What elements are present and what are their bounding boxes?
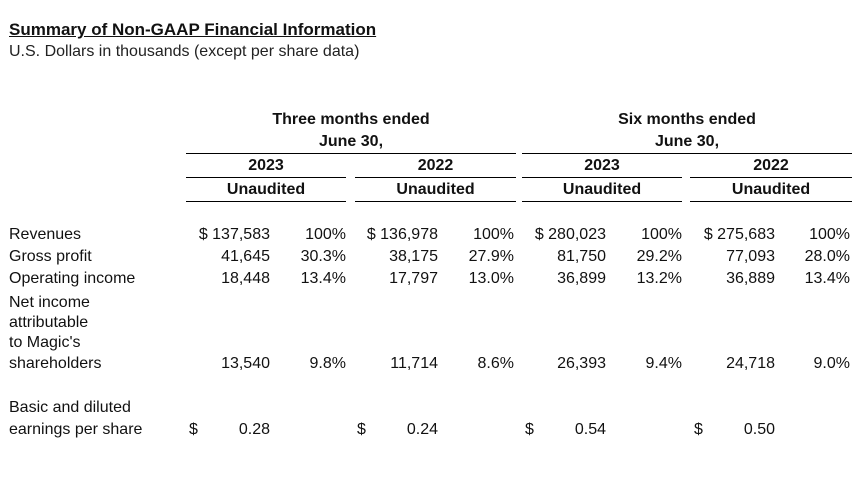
row-label-net-income-line4: shareholders [9,355,102,372]
cell-percent: 9.4% [645,355,682,372]
cell-value: 0.54 [574,421,606,438]
cell-percent: 100% [641,226,682,243]
period-header-six-months-line2: June 30, [654,133,720,150]
period-divider-six-months [522,153,852,154]
cell-dollar-sign: $ [357,421,366,438]
cell-value: $ 136,978 [366,226,438,243]
row-label-revenues: Revenues [9,226,82,243]
row-label-operating-income: Operating income [9,270,136,287]
year-header-3m-2023: 2023 [248,157,284,174]
cell-value: 36,899 [557,270,606,287]
cell-value: 36,889 [726,270,775,287]
cell-value: $ 280,023 [534,226,606,243]
cell-value: 81,750 [557,248,606,265]
year-divider-6m-2022 [690,177,852,178]
year-divider-3m-2022 [355,177,516,178]
year-header-6m-2023: 2023 [584,157,620,174]
year-divider-6m-2023 [522,177,682,178]
cell-percent: 100% [473,226,514,243]
cell-percent: 27.9% [468,248,514,265]
cell-value: $ 275,683 [703,226,775,243]
year-divider-3m-2023 [186,177,346,178]
status-divider-6m-2022 [690,201,852,202]
period-header-three-months-line2: June 30, [318,133,384,150]
cell-value: 18,448 [221,270,270,287]
cell-value: 0.28 [238,421,270,438]
row-label-eps-line2: earnings per share [9,421,143,438]
status-divider-3m-2023 [186,201,346,202]
cell-percent: 9.8% [309,355,346,372]
cell-value: $ 137,583 [198,226,270,243]
cell-percent: 29.2% [636,248,682,265]
cell-value: 38,175 [389,248,438,265]
row-label-gross-profit: Gross profit [9,248,92,265]
row-label-net-income-line2: attributable [9,314,89,331]
cell-percent: 100% [809,226,850,243]
cell-value: 24,718 [726,355,775,372]
cell-dollar-sign: $ [525,421,534,438]
page-subtitle: U.S. Dollars in thousands (except per sh… [9,43,360,60]
status-header-3m-2023: Unaudited [226,181,306,198]
cell-value: 26,393 [557,355,606,372]
cell-value: 11,714 [390,355,438,372]
cell-percent: 13.4% [804,270,850,287]
cell-value: 13,540 [221,355,270,372]
row-label-net-income-line1: Net income [9,294,90,311]
year-header-3m-2022: 2022 [417,157,454,174]
cell-percent: 100% [305,226,346,243]
cell-percent: 13.0% [468,270,514,287]
cell-value: 17,797 [389,270,438,287]
cell-percent: 13.2% [636,270,682,287]
row-label-eps-line1: Basic and diluted [9,399,131,416]
status-header-6m-2022: Unaudited [731,181,811,198]
page-title: Summary of Non-GAAP Financial Informatio… [9,20,377,39]
cell-percent: 30.3% [300,248,346,265]
cell-percent: 13.4% [300,270,346,287]
status-header-6m-2023: Unaudited [562,181,642,198]
cell-value: 0.50 [743,421,775,438]
cell-dollar-sign: $ [694,421,703,438]
period-divider-three-months [186,153,516,154]
status-divider-6m-2023 [522,201,682,202]
cell-value: 0.24 [406,421,438,438]
row-label-net-income-line3: to Magic's [9,334,81,351]
cell-percent: 28.0% [804,248,850,265]
cell-value: 41,645 [221,248,270,265]
year-header-6m-2022: 2022 [753,157,789,174]
cell-percent: 9.0% [813,355,850,372]
cell-value: 77,093 [726,248,775,265]
status-header-3m-2022: Unaudited [396,181,475,198]
cell-percent: 8.6% [477,355,514,372]
period-header-three-months-line1: Three months ended [272,111,430,128]
period-header-six-months-line1: Six months ended [618,111,756,128]
cell-dollar-sign: $ [189,421,198,438]
status-divider-3m-2022 [355,201,516,202]
